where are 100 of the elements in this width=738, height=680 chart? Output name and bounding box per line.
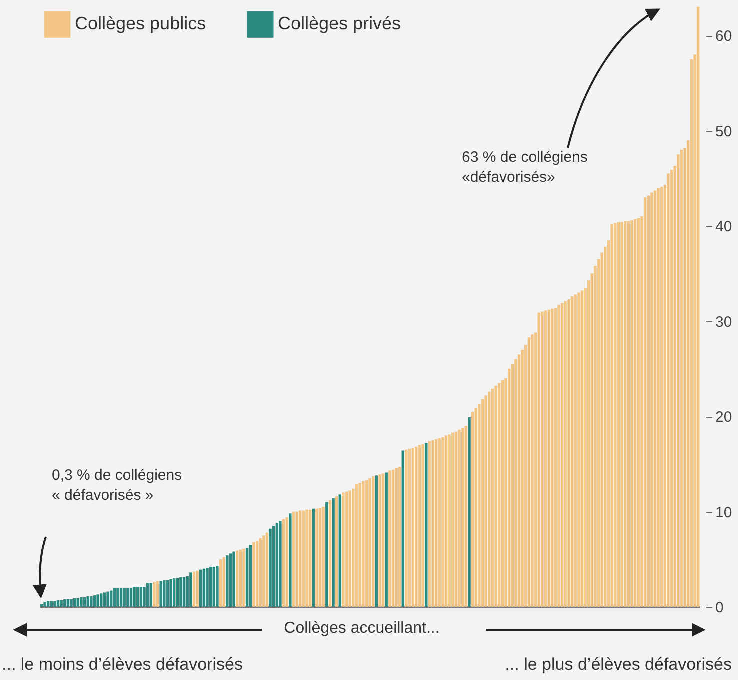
bar: [272, 526, 276, 607]
bar: [143, 587, 146, 607]
bar: [226, 556, 229, 607]
bar: [256, 541, 259, 607]
legend-label: Collèges publics: [75, 14, 206, 34]
bar: [286, 517, 288, 607]
bar: [494, 386, 498, 607]
bar: [249, 545, 252, 607]
bar: [488, 392, 491, 607]
bar: [548, 310, 550, 607]
bar: [212, 567, 216, 607]
bar: [560, 303, 564, 607]
bar: [484, 396, 488, 607]
bar: [448, 434, 451, 607]
bar: [123, 588, 126, 607]
bar: [634, 219, 637, 607]
bar: [415, 447, 418, 607]
bar: [620, 222, 624, 607]
y-tick-label: 10: [716, 504, 732, 522]
bar: [375, 476, 378, 607]
bar: [160, 581, 162, 607]
bar: [442, 437, 444, 607]
bar: [332, 498, 335, 607]
bar: [657, 188, 660, 607]
bar: [368, 478, 372, 607]
bar: [116, 588, 120, 607]
bar: [146, 583, 150, 607]
bar: [60, 600, 63, 607]
bar: [395, 468, 398, 607]
bar: [580, 290, 584, 607]
bar: [461, 428, 464, 607]
bar: [73, 598, 76, 607]
bar: [392, 470, 395, 607]
y-tick-label: 40: [716, 218, 732, 236]
bar: [163, 580, 166, 607]
bar: [289, 514, 292, 607]
bar: [192, 572, 196, 607]
bar: [454, 432, 458, 607]
bar: [318, 508, 322, 607]
bar: [166, 580, 170, 607]
bar: [464, 426, 468, 607]
bar: [153, 582, 156, 607]
bar: [541, 312, 544, 607]
bar: [120, 588, 123, 607]
bar: [100, 594, 103, 607]
bar: [428, 441, 432, 607]
bar: [200, 570, 202, 607]
bar: [538, 312, 540, 607]
bar: [554, 308, 558, 607]
bar: [86, 596, 90, 607]
bar: [338, 494, 342, 607]
bar: [402, 450, 405, 607]
bar: [432, 440, 434, 607]
bar: [76, 598, 80, 607]
bar: [239, 550, 242, 607]
bar: [269, 528, 272, 607]
bar: [468, 417, 471, 607]
y-tick-label: 50: [716, 123, 732, 140]
bar: [398, 467, 402, 607]
bar: [209, 567, 212, 607]
bar: [444, 436, 448, 607]
bar: [452, 432, 454, 607]
bar: [328, 500, 332, 607]
bar: [110, 590, 113, 607]
annotation: 63 % de collégiens «défavorisés»: [462, 148, 588, 188]
bar: [202, 568, 206, 607]
bar: [130, 588, 133, 607]
legend-label: Collèges privés: [278, 14, 402, 34]
bar: [531, 334, 534, 607]
bar: [282, 519, 286, 607]
bar: [150, 583, 152, 607]
bar: [190, 572, 192, 607]
x-axis-title: Collèges accueillant...: [283, 619, 441, 639]
bar: [279, 521, 282, 607]
bar: [528, 337, 531, 607]
bar: [382, 474, 385, 607]
y-tick-label: 60: [716, 28, 732, 46]
bar: [308, 510, 312, 607]
bar: [491, 388, 494, 607]
bar: [335, 496, 338, 607]
bar: [614, 223, 617, 607]
bar: [40, 604, 44, 607]
bar: [222, 557, 226, 607]
bar: [471, 412, 474, 607]
bar: [558, 305, 560, 607]
bar: [103, 592, 106, 607]
bar: [358, 483, 362, 607]
bar: [266, 532, 269, 607]
bar: [570, 296, 574, 607]
bar: [345, 492, 348, 607]
bar: [106, 592, 110, 607]
bar: [647, 196, 650, 607]
bar: [696, 7, 700, 607]
bar: [458, 430, 461, 607]
bar: [276, 523, 279, 607]
bar: [302, 510, 306, 607]
bar: [474, 408, 478, 607]
bar: [438, 438, 441, 607]
bar: [372, 476, 375, 607]
bar: [236, 550, 239, 607]
